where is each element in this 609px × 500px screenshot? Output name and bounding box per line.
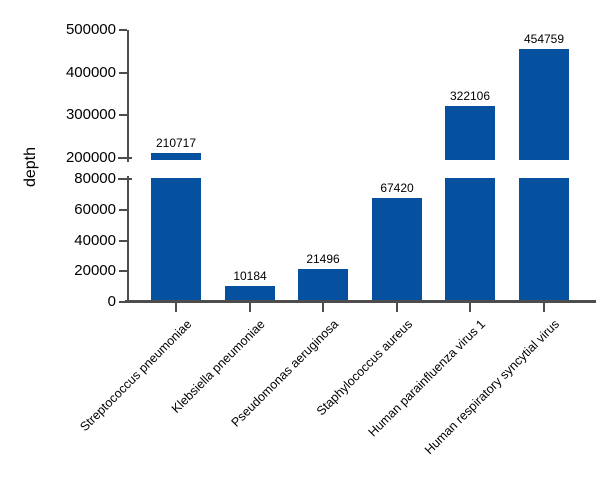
y-tick-label: 40000 — [74, 232, 116, 249]
bar-value-label: 210717 — [155, 136, 197, 150]
y-tick-mark — [119, 240, 127, 242]
y-tick-label: 0 — [107, 293, 116, 310]
y-tick-mark — [119, 270, 127, 272]
y-tick-mark — [119, 72, 127, 74]
x-tick-mark — [175, 303, 177, 312]
bar-value-label: 10184 — [233, 269, 267, 283]
bar-upper-segment — [151, 153, 201, 160]
y-tick-label: 300000 — [65, 106, 116, 123]
x-tick-mark — [322, 303, 324, 312]
bar-lower-segment — [445, 178, 495, 302]
x-category-label: Human respiratory syncytial virus — [421, 317, 562, 458]
x-tick-mark — [469, 303, 471, 312]
bar-value-label: 21496 — [306, 252, 340, 266]
y-tick-mark — [119, 301, 127, 303]
bar-value-label: 322106 — [449, 89, 491, 103]
y-tick-mark — [118, 178, 132, 180]
y-tick-mark — [118, 157, 132, 159]
x-category-label: Human parainfluenza virus 1 — [365, 317, 488, 440]
bar — [225, 286, 275, 302]
y-tick-label: 400000 — [65, 64, 116, 81]
y-tick-mark — [119, 114, 127, 116]
y-tick-label: 20000 — [74, 262, 116, 279]
bar-lower-segment — [519, 178, 569, 302]
bar-upper-segment — [519, 49, 569, 160]
bar-upper-segment — [445, 106, 495, 160]
bar-value-label: 454759 — [523, 32, 565, 46]
bar-value-label: 67420 — [380, 181, 414, 195]
y-axis-lower-segment — [127, 176, 129, 303]
y-tick-label: 80000 — [74, 170, 116, 187]
x-axis-line — [125, 300, 596, 303]
bar-lower-segment — [151, 178, 201, 302]
y-tick-label: 200000 — [65, 149, 116, 166]
x-tick-mark — [543, 303, 545, 312]
y-tick-mark — [119, 209, 127, 211]
y-tick-label: 60000 — [74, 201, 116, 218]
x-category-label: Streptococcus pneumoniae — [76, 317, 194, 435]
x-tick-mark — [249, 303, 251, 312]
x-tick-mark — [396, 303, 398, 312]
y-tick-mark — [119, 29, 127, 31]
y-axis-upper-segment — [127, 30, 129, 162]
y-tick-label: 500000 — [65, 21, 116, 38]
bar — [298, 269, 348, 302]
bar — [372, 198, 422, 302]
